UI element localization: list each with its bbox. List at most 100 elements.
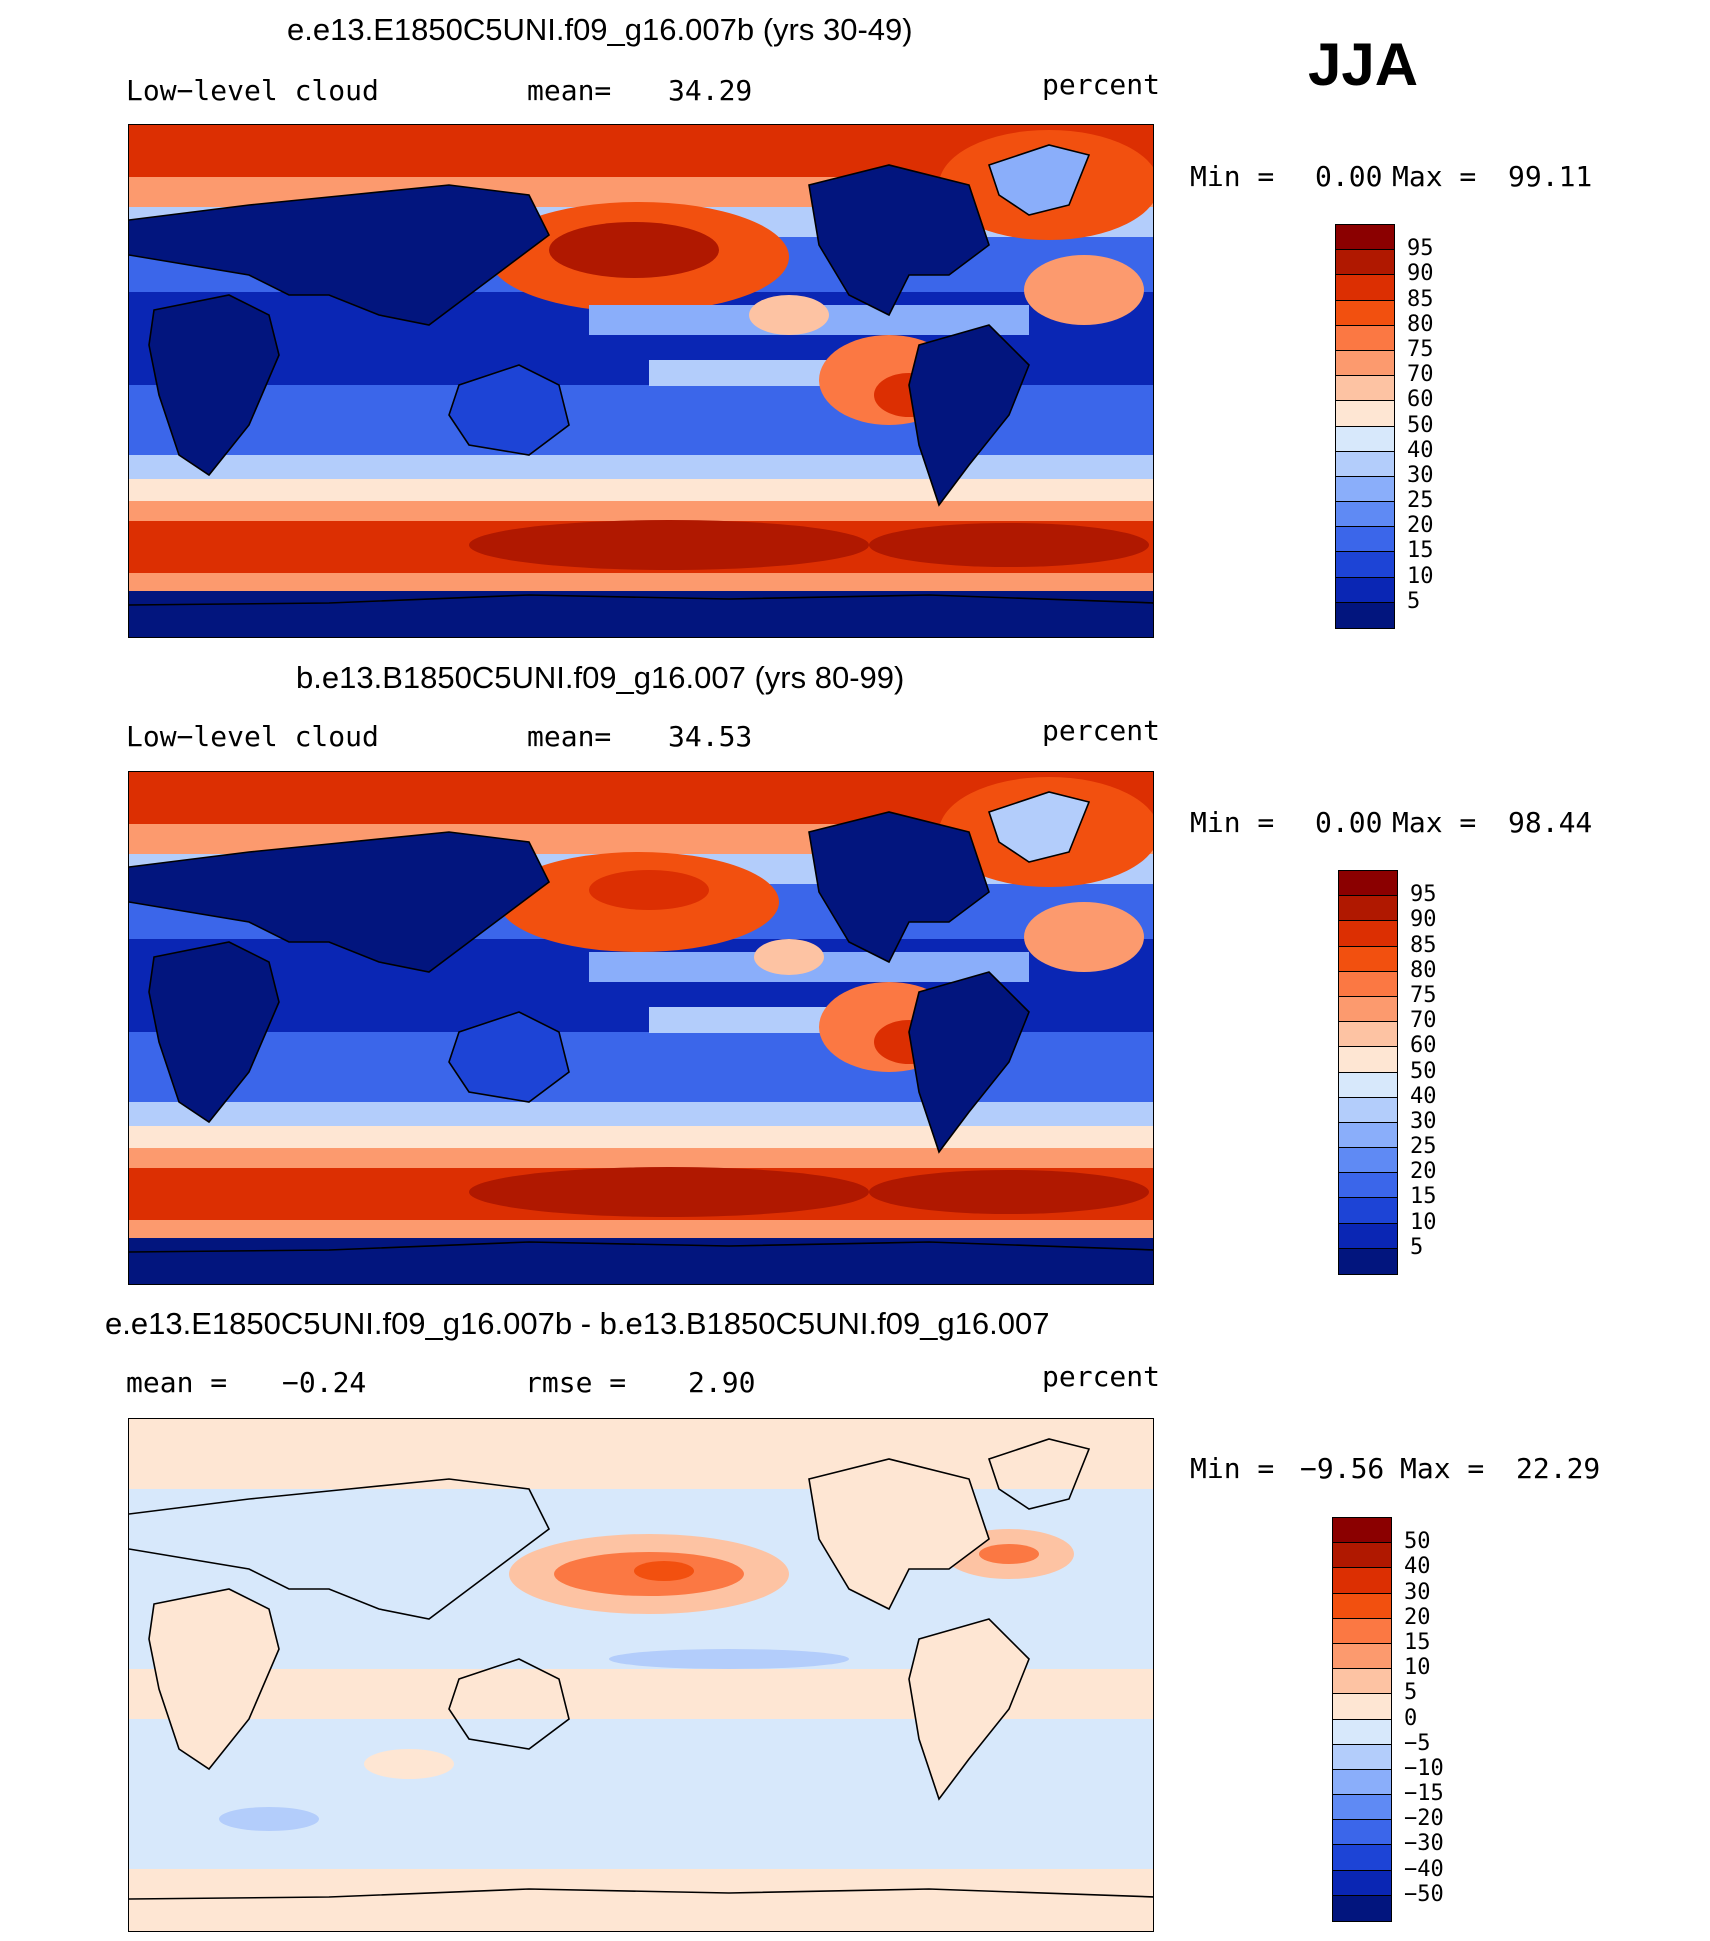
colorbar-swatch bbox=[1336, 451, 1394, 477]
panel3-units: percent bbox=[1042, 1360, 1161, 1393]
colorbar-tick-label: 30 bbox=[1410, 1108, 1437, 1134]
colorbar-tick-label: 80 bbox=[1410, 957, 1437, 983]
colorbar-swatch bbox=[1339, 1022, 1397, 1048]
colorbar-swatch bbox=[1336, 250, 1394, 276]
panel3-max-label: Max = bbox=[1400, 1452, 1485, 1485]
colorbar-tick-label: 10 bbox=[1407, 563, 1434, 589]
colorbar-tick-label: 95 bbox=[1410, 882, 1437, 908]
colorbar-swatch bbox=[1336, 225, 1394, 251]
panel3-mean-label: mean = bbox=[126, 1366, 228, 1399]
panel2-units: percent bbox=[1042, 714, 1161, 747]
colorbar-tick-label: −15 bbox=[1404, 1781, 1444, 1807]
colorbar-swatch bbox=[1339, 1122, 1397, 1149]
colorbar-tick-label: 95 bbox=[1407, 236, 1434, 262]
colorbar-tick-label: 30 bbox=[1404, 1579, 1431, 1605]
panel2-min-value: 0.00 bbox=[1315, 806, 1383, 839]
colorbar-swatch bbox=[1339, 1198, 1397, 1224]
panel1-variable-label: Low−level cloud bbox=[126, 74, 379, 107]
colorbar-tick-label: −30 bbox=[1404, 1831, 1444, 1857]
panel1-min-label: Min = bbox=[1190, 160, 1275, 193]
colorbar-tick-label: 50 bbox=[1407, 412, 1434, 438]
colorbar-swatch bbox=[1333, 1845, 1391, 1871]
colorbar-tick-label: 15 bbox=[1410, 1184, 1437, 1210]
colorbar-tick-label: 50 bbox=[1410, 1058, 1437, 1084]
panel1-map bbox=[128, 124, 1154, 638]
colorbar-swatch bbox=[1333, 1568, 1391, 1594]
colorbar-swatch bbox=[1336, 552, 1394, 578]
colorbar-swatch bbox=[1333, 1769, 1391, 1796]
colorbar-tick-label: 70 bbox=[1410, 1008, 1437, 1034]
panel2-max-value: 98.44 bbox=[1508, 806, 1593, 839]
colorbar-swatch bbox=[1336, 275, 1394, 301]
colorbar-tick-label: 60 bbox=[1407, 387, 1434, 413]
colorbar-tick-label: 50 bbox=[1404, 1529, 1431, 1555]
panel1-max-label: Max = bbox=[1392, 160, 1477, 193]
panel3-max-value: 22.29 bbox=[1516, 1452, 1601, 1485]
colorbar-swatch bbox=[1333, 1518, 1391, 1544]
colorbar-swatch bbox=[1333, 1870, 1391, 1896]
colorbar-swatch bbox=[1339, 946, 1397, 972]
colorbar-swatch bbox=[1333, 1719, 1391, 1745]
panel3-rmse-label: rmse = bbox=[525, 1366, 627, 1399]
colorbar-tick-label: 20 bbox=[1407, 513, 1434, 539]
colorbar-swatch bbox=[1336, 502, 1394, 528]
colorbar-swatch bbox=[1339, 1248, 1397, 1274]
colorbar-tick-label: 10 bbox=[1404, 1655, 1431, 1681]
panel2-colorbar bbox=[1338, 870, 1398, 1275]
colorbar-tick-label: 5 bbox=[1404, 1680, 1418, 1706]
colorbar-tick-label: 5 bbox=[1407, 588, 1421, 614]
colorbar-tick-label: 0 bbox=[1404, 1705, 1418, 1731]
colorbar-swatch bbox=[1333, 1669, 1391, 1695]
colorbar-swatch bbox=[1333, 1895, 1391, 1921]
colorbar-tick-label: 70 bbox=[1407, 362, 1434, 388]
panel3-title: e.e13.E1850C5UNI.f09_g16.007b - b.e13.B1… bbox=[105, 1306, 1050, 1341]
colorbar-tick-label: 90 bbox=[1407, 261, 1434, 287]
colorbar-swatch bbox=[1336, 577, 1394, 603]
colorbar-swatch bbox=[1339, 921, 1397, 947]
colorbar-swatch bbox=[1336, 476, 1394, 503]
panel1-min-value: 0.00 bbox=[1315, 160, 1383, 193]
panel3-min-value: −9.56 bbox=[1300, 1452, 1385, 1485]
panel2-max-label: Max = bbox=[1392, 806, 1477, 839]
colorbar-tick-label: −10 bbox=[1404, 1755, 1444, 1781]
colorbar-swatch bbox=[1333, 1593, 1391, 1619]
panel3-mean-value: −0.24 bbox=[282, 1366, 367, 1399]
colorbar-swatch bbox=[1336, 426, 1394, 452]
panel3-rmse-value: 2.90 bbox=[688, 1366, 756, 1399]
colorbar-swatch bbox=[1339, 1072, 1397, 1098]
colorbar-swatch bbox=[1333, 1618, 1391, 1644]
colorbar-tick-label: 15 bbox=[1407, 538, 1434, 564]
colorbar-swatch bbox=[1339, 871, 1397, 897]
colorbar-swatch bbox=[1333, 1694, 1391, 1720]
colorbar-tick-label: 10 bbox=[1410, 1209, 1437, 1235]
colorbar-tick-label: −5 bbox=[1404, 1730, 1431, 1756]
colorbar-tick-label: 40 bbox=[1410, 1083, 1437, 1109]
colorbar-swatch bbox=[1336, 401, 1394, 427]
colorbar-tick-label: 80 bbox=[1407, 311, 1434, 337]
colorbar-tick-label: 20 bbox=[1404, 1604, 1431, 1630]
colorbar-tick-label: 30 bbox=[1407, 462, 1434, 488]
colorbar-tick-label: 85 bbox=[1410, 932, 1437, 958]
panel3-map bbox=[128, 1418, 1154, 1932]
panel2-min-label: Min = bbox=[1190, 806, 1275, 839]
panel2-mean-label: mean= bbox=[527, 720, 612, 753]
colorbar-tick-label: 40 bbox=[1407, 437, 1434, 463]
panel1-units: percent bbox=[1042, 68, 1161, 101]
colorbar-swatch bbox=[1339, 896, 1397, 922]
colorbar-swatch bbox=[1339, 1047, 1397, 1073]
colorbar-swatch bbox=[1339, 971, 1397, 997]
panel1-mean-label: mean= bbox=[527, 74, 612, 107]
colorbar-tick-label: 15 bbox=[1404, 1629, 1431, 1655]
colorbar-tick-label: 20 bbox=[1410, 1159, 1437, 1185]
colorbar-tick-label: 25 bbox=[1410, 1134, 1437, 1160]
colorbar-tick-label: 25 bbox=[1407, 488, 1434, 514]
colorbar-swatch bbox=[1336, 350, 1394, 377]
colorbar-swatch bbox=[1336, 300, 1394, 326]
colorbar-swatch bbox=[1333, 1744, 1391, 1770]
colorbar-swatch bbox=[1333, 1643, 1391, 1670]
colorbar-tick-label: 40 bbox=[1404, 1554, 1431, 1580]
colorbar-swatch bbox=[1333, 1543, 1391, 1569]
colorbar-tick-label: −40 bbox=[1404, 1856, 1444, 1882]
panel1-title: e.e13.E1850C5UNI.f09_g16.007b (yrs 30-49… bbox=[287, 12, 913, 47]
colorbar-swatch bbox=[1339, 996, 1397, 1023]
